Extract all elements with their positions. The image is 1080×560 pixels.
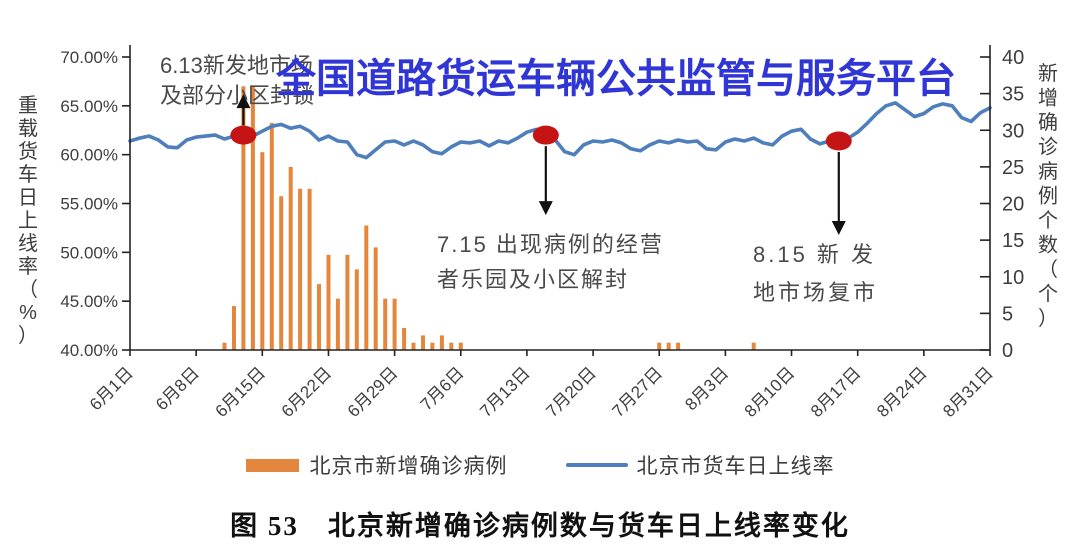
left-axis-tick-label: 45.00% <box>60 292 118 311</box>
figure-caption: 图 53 北京新增确诊病例数与货车日上线率变化 <box>230 511 850 541</box>
event-marker-dot <box>532 125 559 145</box>
case-bar <box>676 342 681 350</box>
annotation-text: 地市场复市 <box>753 280 878 305</box>
left-axis-tick-label: 40.00% <box>60 341 118 360</box>
chart-legend: 北京市新增确诊病例 北京市货车日上线率 <box>0 450 1080 480</box>
right-axis-tick-label: 5 <box>1002 303 1013 325</box>
x-axis-tick-label: 7月20日 <box>542 363 600 421</box>
legend-bar-label: 北京市新增确诊病例 <box>309 455 508 478</box>
annotation-text: 6.13新发地市场 <box>160 53 313 78</box>
case-bar <box>666 342 671 350</box>
case-bar <box>326 254 331 350</box>
case-bar <box>232 306 236 350</box>
case-bar <box>345 254 350 350</box>
annotation-text: 者乐园及小区解封 <box>437 267 629 292</box>
right-axis-tick-label: 15 <box>1002 230 1024 252</box>
right-axis-tick-label: 40 <box>1002 47 1024 69</box>
x-axis-tick-label: 8月31日 <box>939 363 997 421</box>
x-axis-tick-label: 6月22日 <box>278 363 336 421</box>
case-bar <box>458 342 463 350</box>
x-axis-tick-label: 6月15日 <box>212 363 270 421</box>
left-axis-tick-label: 55.00% <box>60 195 118 214</box>
left-axis-tick-label: 70.00% <box>60 48 118 67</box>
x-axis-tick-label: 8月24日 <box>873 363 931 421</box>
case-bar <box>439 335 444 350</box>
case-bar <box>241 86 246 351</box>
case-bar <box>260 152 265 350</box>
case-bar <box>269 122 274 351</box>
case-bar <box>279 196 284 350</box>
x-axis-tick-label: 7月27日 <box>609 363 667 421</box>
case-bar <box>421 335 425 350</box>
legend-line-label: 北京市货车日上线率 <box>636 455 835 478</box>
case-bar <box>402 328 407 350</box>
x-axis-tick-label: 6月29日 <box>344 363 402 421</box>
left-axis-tick-label: 60.00% <box>60 146 118 165</box>
truck-rate-line <box>128 101 992 160</box>
left-axis-title: 重载货车日上线率（%） <box>18 94 38 347</box>
x-axis-tick-label: 8月3日 <box>681 363 732 414</box>
right-axis-title: 新增确诊病例个数（个） <box>1038 62 1058 330</box>
right-axis-tick-label: 30 <box>1002 120 1024 142</box>
right-axis-tick-label: 20 <box>1002 194 1024 216</box>
case-bar <box>751 342 756 350</box>
right-axis-tick-label: 0 <box>1002 340 1013 362</box>
annotation-text: 及部分小区封锁 <box>160 83 314 108</box>
annotation-arrowhead <box>236 94 251 109</box>
case-bar <box>307 188 312 350</box>
case-bar <box>335 298 340 350</box>
case-bar <box>430 342 435 350</box>
case-bar <box>392 298 397 350</box>
x-axis-tick-label: 7月6日 <box>417 363 468 414</box>
annotation-text: 7.15 出现病例的经营 <box>437 232 664 257</box>
x-axis-tick-label: 8月17日 <box>807 363 865 421</box>
case-bar <box>250 86 255 351</box>
chart-canvas: 70.00% 65.00% 60.00% 55.00% 50.00% 45.00% 40.0… <box>18 45 1058 421</box>
event-marker-dot <box>230 125 257 145</box>
annotation-text: 8.15 新 发 <box>753 242 876 267</box>
annotation-arrowhead <box>831 220 846 235</box>
case-bar <box>364 225 369 350</box>
x-axis-tick-label: 7月13日 <box>476 363 534 421</box>
case-bar <box>317 284 321 350</box>
legend-line-swatch <box>565 463 628 467</box>
right-axis-tick-label: 25 <box>1002 157 1024 179</box>
left-axis-tick-label: 65.00% <box>60 97 118 116</box>
event-marker-dot <box>825 131 852 151</box>
right-axis-tick-label: 10 <box>1002 267 1024 289</box>
case-bar <box>411 342 416 350</box>
case-bar <box>373 247 378 350</box>
left-axis-tick-label: 50.00% <box>60 243 118 262</box>
case-bar <box>222 342 227 350</box>
legend-bar-swatch <box>245 458 299 472</box>
case-bar <box>383 298 388 350</box>
case-bar <box>657 342 662 350</box>
case-bar <box>298 188 303 350</box>
case-bar <box>449 342 454 350</box>
case-bar <box>354 269 359 350</box>
case-bar <box>288 166 293 350</box>
x-axis-tick-label: 6月1日 <box>86 363 137 414</box>
x-axis-tick-label: 8月10日 <box>741 363 799 421</box>
annotation-arrowhead <box>538 201 553 216</box>
right-axis-tick-label: 35 <box>1002 84 1024 106</box>
x-axis-tick-label: 6月8日 <box>152 363 203 414</box>
